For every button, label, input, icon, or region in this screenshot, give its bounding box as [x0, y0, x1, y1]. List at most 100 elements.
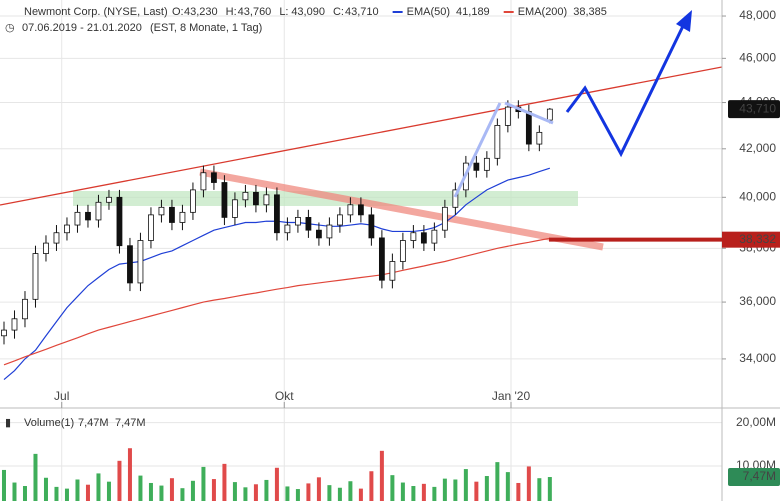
quote-label: H: [226, 6, 237, 18]
volume-bar [295, 489, 300, 501]
candle-body [326, 224, 333, 239]
volume-bar [526, 466, 531, 501]
volume-bar [327, 485, 332, 501]
trend-line [0, 66, 722, 206]
volume-icon: ▮ [5, 417, 11, 429]
candle-body [158, 206, 165, 216]
header: Newmont Corp. (NYSE, Last) ◷ 07.06.2019 … [5, 6, 262, 429]
candle-body [452, 189, 459, 208]
y-tick-label: 42,000 [739, 141, 776, 155]
quote-value: 43,090 [291, 6, 325, 18]
candle-body [494, 125, 501, 159]
volume-bar [474, 481, 479, 501]
volume-bar [253, 484, 258, 501]
candle-body [232, 199, 238, 218]
candle-body [190, 189, 196, 213]
support-tag [722, 231, 780, 248]
quote-label: O: [172, 6, 184, 18]
quote-value: 43,760 [238, 6, 272, 18]
candle-body [221, 182, 228, 218]
volume-bar [169, 478, 174, 501]
volume-bar [484, 476, 489, 501]
candle-body [368, 214, 375, 239]
candle-body [441, 206, 448, 231]
volume-bar [547, 477, 552, 501]
y-tick-label: 46,000 [739, 51, 776, 65]
down-trend [199, 168, 604, 251]
volume-bar [369, 471, 374, 501]
quote-label: L: [279, 6, 288, 18]
volume-bar [453, 479, 458, 501]
y-tick-label: 36,000 [739, 294, 776, 308]
clock-icon: ◷ [5, 22, 15, 34]
candle-body [525, 111, 532, 145]
candle-body [148, 214, 154, 241]
volume-bar [190, 480, 195, 501]
up-channel [453, 102, 502, 198]
volume-bar [432, 486, 437, 501]
candle-body [483, 157, 490, 171]
candle-body [11, 318, 18, 331]
labels: O: 43,230 H: 43,760 L: 43,090 C: 43,710 EMA(50) 4… [54, 6, 780, 487]
volume-name: Volume(1) [24, 417, 74, 429]
y-tick-label: 40,000 [739, 189, 776, 203]
candle-body [22, 298, 28, 320]
volume-tick-label: 20,00M [736, 415, 776, 429]
volume-legend: 7,47M [78, 417, 109, 429]
volume-bar [127, 448, 132, 501]
candle-body [85, 211, 91, 221]
forecast-arrow [565, 23, 686, 158]
candle-body [473, 162, 480, 171]
price-tag-label: 43,710 [739, 101, 776, 115]
volume-bar [75, 479, 80, 501]
x-tick-label: Jul [54, 389, 69, 403]
volume-bar [1, 469, 6, 501]
volume-bar [463, 469, 468, 501]
candle-body [211, 172, 217, 183]
volume-bar [33, 453, 38, 501]
candle-body [263, 194, 270, 206]
volume-bar [159, 485, 164, 501]
period-note: (EST, 8 Monate, 1 Tag) [150, 22, 262, 34]
candle-body [295, 217, 301, 226]
volume-bar [316, 477, 321, 501]
period: 07.06.2019 - 21.01.2020 [22, 22, 142, 34]
candle-body [420, 232, 427, 244]
candle-body [347, 204, 354, 216]
quote-value: 43,710 [345, 6, 379, 18]
volume-bar [85, 484, 90, 501]
volume-bar [537, 478, 542, 501]
volume-bar [274, 467, 279, 501]
volume-bar [211, 479, 216, 501]
candle-body [274, 194, 280, 234]
volume-bar [306, 483, 311, 501]
quote-label: C: [333, 6, 344, 18]
volume-legend: 7,47M [115, 417, 146, 429]
volume-tag-label: 7,47M [743, 469, 776, 483]
candle-body [169, 206, 175, 223]
legend-value: 41,189 [456, 6, 490, 18]
volume-bar [411, 486, 416, 501]
volume-bar [106, 481, 111, 501]
candle-body [253, 191, 259, 206]
flag [504, 101, 554, 125]
volume-bar [264, 479, 269, 501]
volume-bar [222, 463, 227, 501]
candle-body [127, 245, 133, 284]
support-label: 38,332 [739, 232, 776, 246]
volume-bar [201, 466, 206, 501]
volume-bar [12, 482, 17, 501]
volume-bar [54, 486, 59, 501]
price-tag [728, 100, 780, 119]
volume-bar [348, 481, 353, 501]
volume-bar [337, 487, 342, 501]
candle-body [64, 224, 70, 234]
price-plot [1, 100, 553, 381]
volume-bar [421, 483, 426, 501]
volume-bar [180, 488, 185, 501]
candle-body [106, 196, 112, 203]
quote-value: 43,230 [184, 6, 218, 18]
volume-bar [64, 488, 69, 501]
legend-name: EMA(200) [518, 6, 568, 18]
